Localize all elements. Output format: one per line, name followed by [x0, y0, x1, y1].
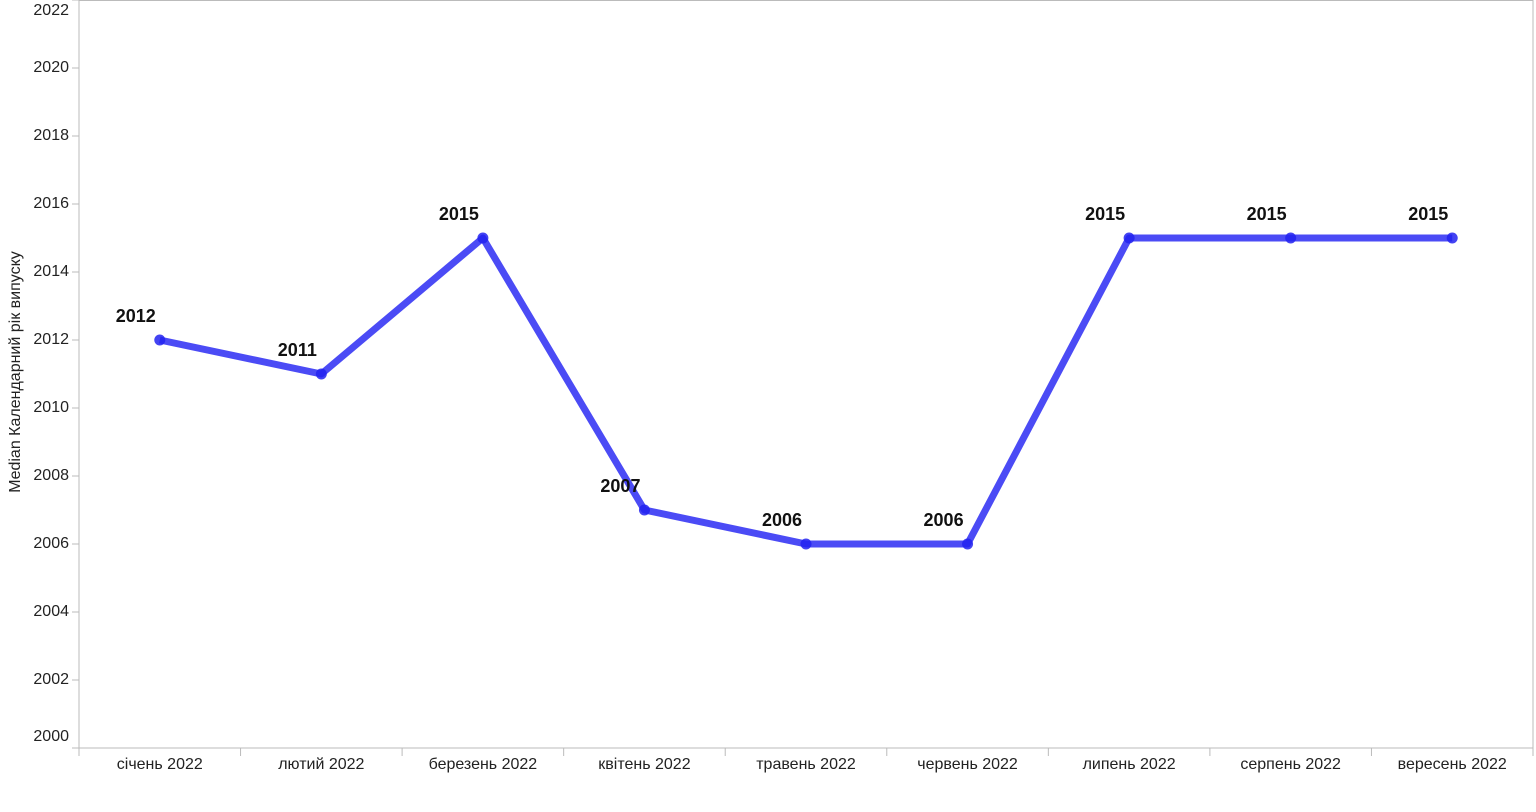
data-label: 2015 [1408, 204, 1448, 224]
y-tick-label: 2008 [33, 467, 69, 484]
y-tick-label: 2004 [33, 603, 69, 620]
line [159, 234, 1453, 548]
x-tick-label: серпень 2022 [1240, 756, 1341, 773]
y-tick-label: 2002 [33, 671, 69, 688]
point [154, 334, 166, 346]
data-label: 2015 [1085, 204, 1125, 224]
x-tick-label: липень 2022 [1083, 756, 1176, 773]
y-tick-label: 2018 [33, 127, 69, 144]
x-tick-label: січень 2022 [117, 756, 203, 773]
data-label: 2006 [924, 510, 964, 530]
point [315, 368, 327, 380]
data-label: 2011 [278, 340, 317, 360]
y-tick-label: 2022 [33, 2, 69, 19]
y-tick-label: 2010 [33, 399, 69, 416]
point [800, 538, 812, 550]
x-tick-label: червень 2022 [917, 756, 1018, 773]
y-tick-label: 2014 [33, 263, 69, 280]
point [477, 232, 489, 244]
x-tick-label: вересень 2022 [1398, 756, 1507, 773]
y-tick-label: 2016 [33, 195, 69, 212]
x-tick-label: травень 2022 [756, 756, 856, 773]
point [1446, 232, 1458, 244]
y-tick-label: 2020 [33, 59, 69, 76]
data-label: 2015 [439, 204, 479, 224]
data-label: 2012 [116, 306, 156, 326]
point [1285, 232, 1297, 244]
y-axis-title: Median Календарний рік випуску [7, 251, 24, 493]
data-label: 2007 [600, 476, 640, 496]
y-tick-label: 2000 [33, 728, 69, 745]
data-label: 2006 [762, 510, 802, 530]
y-tick-label: 2006 [33, 535, 69, 552]
y-tick-label: 2012 [33, 331, 69, 348]
point [962, 538, 974, 550]
x-tick-label: березень 2022 [429, 756, 538, 773]
point [638, 504, 650, 516]
point [1123, 232, 1135, 244]
x-tick-label: лютий 2022 [278, 756, 364, 773]
x-tick-label: квітень 2022 [598, 756, 690, 773]
data-label: 2015 [1247, 204, 1287, 224]
